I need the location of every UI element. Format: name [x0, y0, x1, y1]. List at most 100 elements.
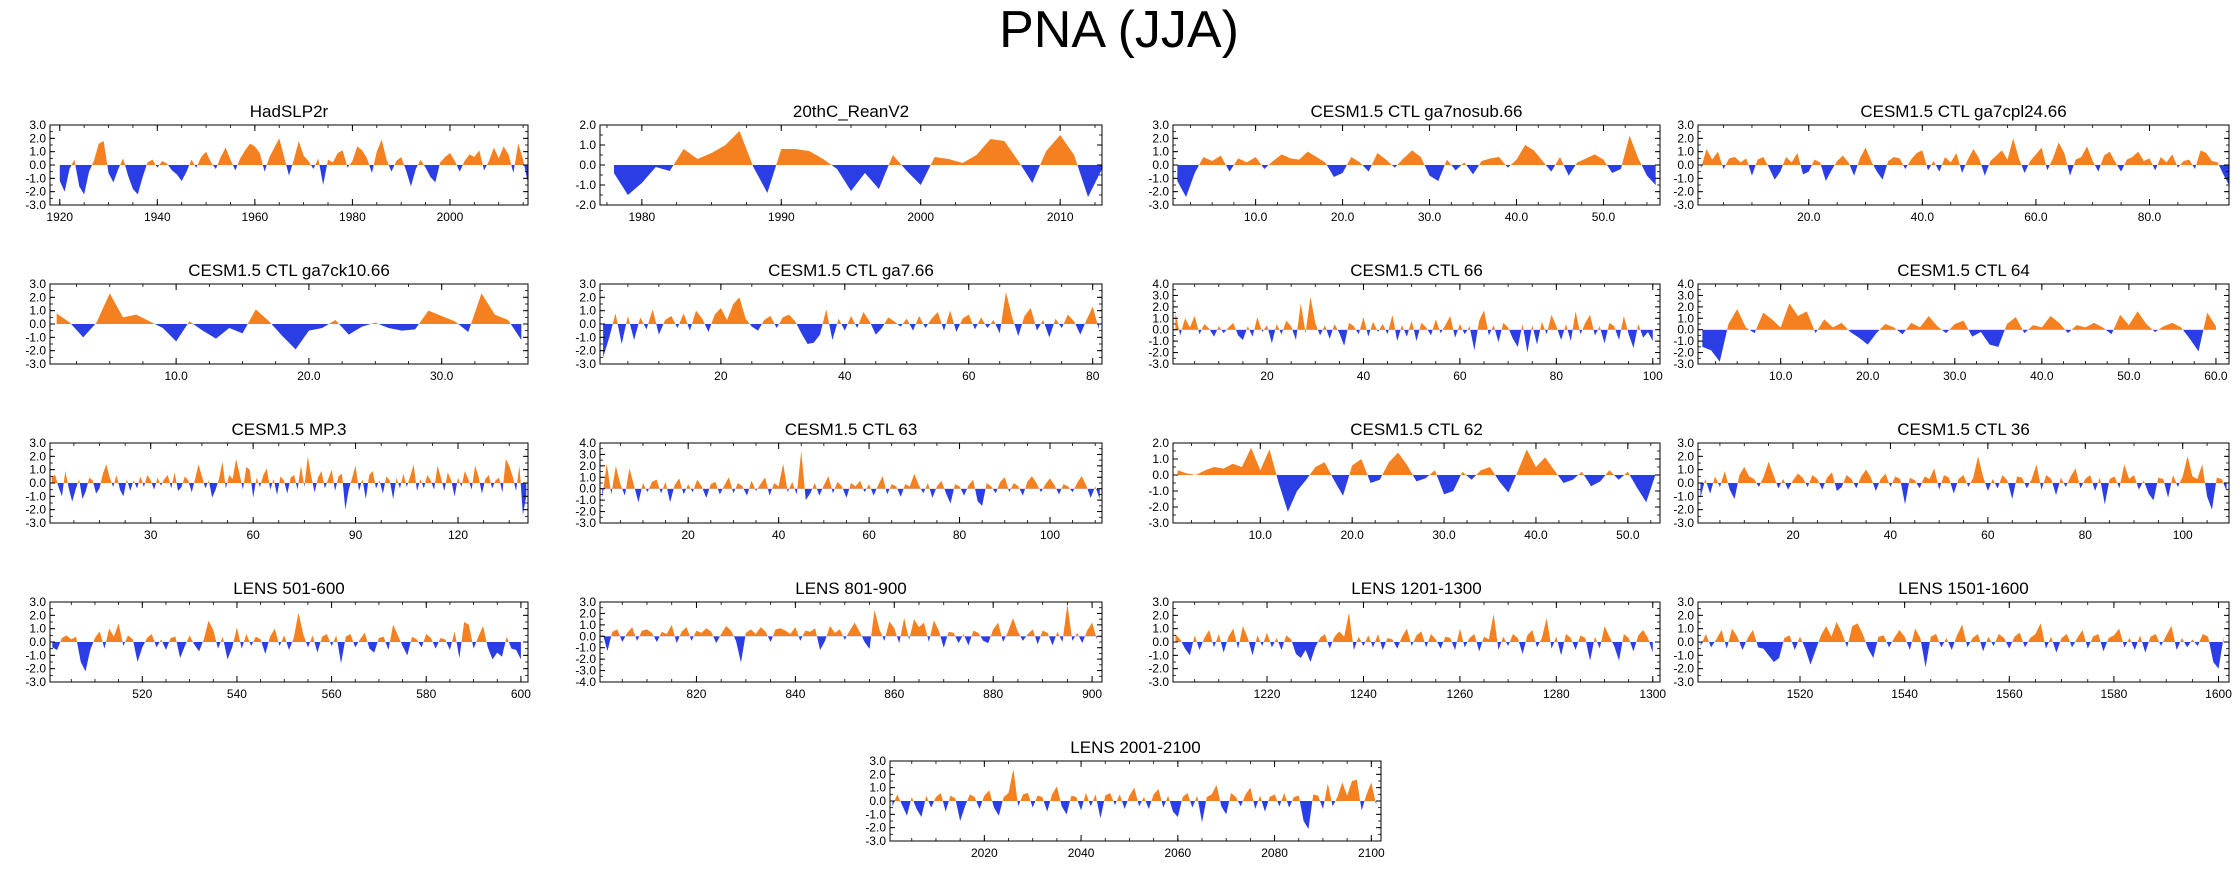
y-tick-label: -1.0 — [1148, 484, 1169, 498]
chart-svg: LENS 801-900 3.02.01.00.0-1.0-2.0-3.0-4.0… — [575, 579, 1103, 701]
y-tick-label: 0.0 — [1152, 158, 1169, 172]
y-tick-label: -2.0 — [575, 198, 596, 212]
x-tick-label: 100 — [2173, 528, 2193, 542]
chart-svg: CESM1.5 CTL ga7.66 3.02.01.00.0-1.0-2.0-3… — [575, 261, 1103, 383]
y-tick-label: 1.0 — [29, 145, 46, 159]
x-tick-label: 40.0 — [2030, 369, 2054, 383]
chart-panel: CESM1.5 CTL 63 4.0 3.0 2.0 1.0 0.0 -1.0 -2.0 -3.… — [550, 413, 1114, 551]
y-tick-label: -3.0 — [1673, 198, 1694, 212]
x-tick-label: 1920 — [46, 210, 73, 224]
x-tick-label: 40.0 — [1524, 528, 1548, 542]
y-tick-label: 2.0 — [1677, 608, 1694, 622]
positive-area — [59, 138, 528, 165]
y-tick-label: 4.0 — [1677, 277, 1694, 291]
y-tick-label: -3.0 — [25, 357, 46, 371]
x-tick-label: 30.0 — [1432, 528, 1456, 542]
y-tick-label: -2.0 — [575, 505, 596, 519]
panel-title: HadSLP2r — [250, 102, 329, 121]
negative-area — [1700, 165, 2229, 185]
y-tick-label: 0.0 — [579, 317, 596, 331]
chart-panel: CESM1.5 CTL 36 3.0 2.0 1.0 0.0 -1.0 -2.0 -3.0 20… — [1648, 413, 2238, 551]
y-tick-label: 2.0 — [29, 131, 46, 145]
y-tick-label: -2.0 — [1148, 662, 1169, 676]
y-tick-label: -3.0 — [1148, 516, 1169, 530]
y-tick-label: -4.0 — [575, 675, 596, 689]
y-tick-label: 2.0 — [869, 767, 886, 781]
y-tick-label: 1.0 — [579, 138, 596, 152]
positive-area — [603, 292, 1099, 324]
x-tick-label: 1220 — [1254, 687, 1281, 701]
y-tick-label: 1.0 — [1152, 622, 1169, 636]
y-tick-label: -2.0 — [865, 821, 886, 835]
positive-area — [1175, 612, 1653, 642]
chart-panel: CESM1.5 CTL ga7cpl24.66 3.0 2.0 1.0 0.0 -1.0-… — [1648, 95, 2238, 233]
y-tick-label: 2.0 — [1677, 131, 1694, 145]
negative-area — [51, 483, 527, 515]
x-tick-label: 60 — [246, 528, 260, 542]
panel-title: LENS 1201-1300 — [1351, 579, 1481, 598]
y-tick-label: 1.0 — [579, 304, 596, 318]
y-tick-label: 3.0 — [29, 118, 46, 132]
x-tick-label: 80.0 — [2138, 210, 2162, 224]
x-tick-label: 30.0 — [1943, 369, 1967, 383]
x-tick-label: 880 — [983, 687, 1003, 701]
x-tick-label: 1940 — [144, 210, 171, 224]
panel-title: 20thC_ReanV2 — [793, 102, 909, 121]
x-tick-label: 80 — [953, 528, 967, 542]
chart-svg: CESM1.5 CTL 63 4.03.02.01.00.0-1.0-2.0-3.… — [575, 420, 1103, 542]
y-tick-label: 0.0 — [579, 482, 596, 496]
y-tick-label: 3.0 — [579, 277, 596, 291]
y-tick-label: -3.0 — [1673, 516, 1694, 530]
negative-area — [1700, 483, 2227, 510]
x-tick-label: 600 — [511, 687, 531, 701]
x-tick-label: 80 — [1550, 369, 1564, 383]
panel-title: LENS 801-900 — [795, 579, 907, 598]
y-tick-label: 0.0 — [1152, 635, 1169, 649]
x-tick-label: 10.0 — [1769, 369, 1793, 383]
chart-panel: CESM1.5 CTL ga7ck10.66 3.0 2.0 1.0 0.0 -1.0 -2… — [0, 254, 540, 392]
negative-area — [602, 488, 1100, 506]
y-tick-label: 0.0 — [29, 635, 46, 649]
y-tick-label: 1.0 — [29, 622, 46, 636]
y-tick-label: -3.0 — [1148, 198, 1169, 212]
y-tick-label: 2.0 — [1677, 300, 1694, 314]
chart-svg: LENS 1501-1600 3.02.01.00.0-1.0-2.0-3.0 15… — [1673, 579, 2232, 701]
y-tick-label: -2.0 — [1673, 503, 1694, 517]
x-tick-label: 1960 — [242, 210, 269, 224]
figure-title: PNA (JJA) — [999, 1, 1239, 59]
x-tick-label: 2000 — [907, 210, 934, 224]
x-tick-label: 2060 — [1164, 846, 1191, 860]
negative-area — [613, 165, 1102, 197]
x-tick-label: 1980 — [628, 210, 655, 224]
x-tick-label: 20 — [1786, 528, 1800, 542]
x-tick-label: 1580 — [2101, 687, 2128, 701]
y-tick-label: 0.0 — [29, 476, 46, 490]
chart-svg: LENS 2001-2100 3.02.01.00.0-1.0-2.0-3.0 20… — [865, 738, 1385, 860]
positive-area — [1700, 138, 2229, 165]
y-tick-label: 0.0 — [579, 629, 596, 643]
x-tick-label: 2100 — [1358, 846, 1385, 860]
positive-area — [1177, 447, 1656, 475]
chart-panel: CESM1.5 CTL ga7nosub.66 3.0 2.0 1.0 0.0 -1.0-… — [1123, 95, 1672, 233]
panel-title: CESM1.5 CTL ga7nosub.66 — [1311, 102, 1523, 121]
chart-panel: CESM1.5 CTL 62 2.0 1.0 0.0 -1.0 -2.0 -3.0 10.0 2… — [1123, 413, 1672, 551]
x-tick-label: 580 — [416, 687, 436, 701]
chart-svg: CESM1.5 CTL 64 4.03.02.01.00.0-1.0-2.0-3.… — [1673, 261, 2230, 383]
positive-area — [1700, 622, 2224, 642]
y-tick-label: 3.0 — [1677, 436, 1694, 450]
y-tick-label: 1.0 — [29, 463, 46, 477]
plot-frame — [599, 601, 1103, 683]
panel-title: LENS 2001-2100 — [1070, 738, 1200, 757]
x-tick-label: 30.0 — [430, 369, 454, 383]
y-tick-label: 2.0 — [29, 290, 46, 304]
x-tick-label: 560 — [322, 687, 342, 701]
panel-title: CESM1.5 CTL 63 — [785, 420, 918, 439]
x-tick-label: 2020 — [971, 846, 998, 860]
y-tick-label: 3.0 — [1152, 118, 1169, 132]
y-tick-label: -3.0 — [25, 675, 46, 689]
y-tick-label: -1.0 — [25, 489, 46, 503]
chart-svg: 20thC_ReanV2 2.0 1.0 0.0 -1.0 -2.0 1980 1990 200… — [575, 102, 1103, 224]
x-tick-label: 40 — [838, 369, 852, 383]
y-tick-label: -1.0 — [25, 171, 46, 185]
y-tick-label: -2.0 — [25, 503, 46, 517]
